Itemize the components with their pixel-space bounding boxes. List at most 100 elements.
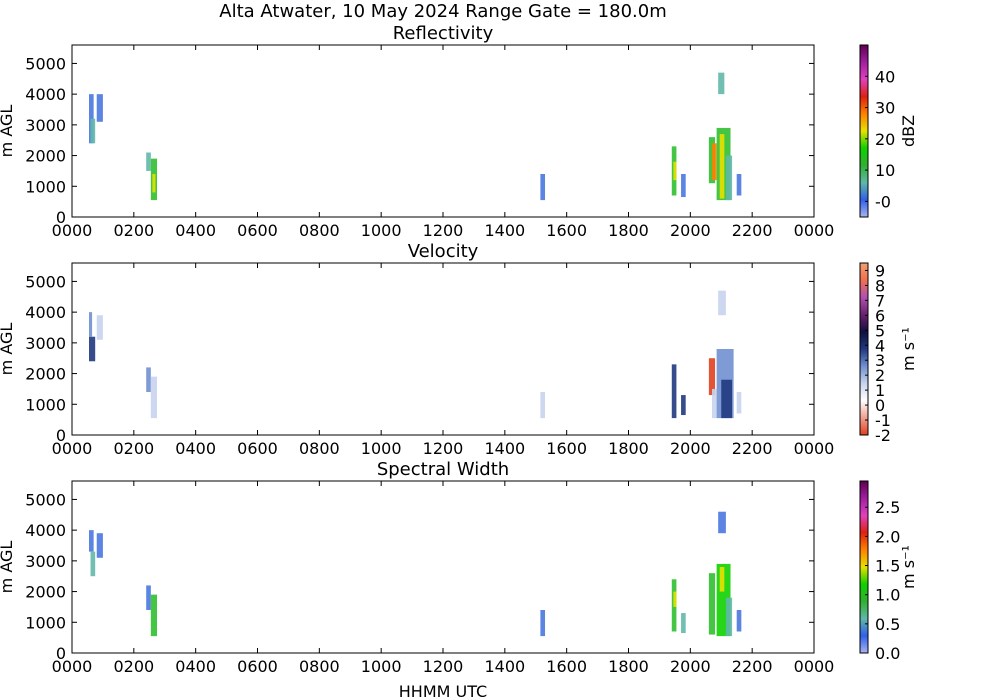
x-tick-label: 1400 [484,657,525,676]
y-tick-label: 4000 [25,303,66,322]
colorbar-tick-label: 4 [875,336,885,355]
colorbar [859,44,869,218]
x-tick-label: 1400 [484,439,525,458]
x-tick-label: 0000 [794,657,835,676]
echo-cell [708,358,716,396]
plot-frame [71,480,815,654]
y-tick-label: 2000 [25,583,66,602]
y-tick-label: 0 [56,208,66,227]
echo-cell [146,367,151,392]
y-tick-label: 4000 [25,85,66,104]
colorbar-tick-label: 0 [875,396,885,415]
colorbar-tick-label: 5 [875,321,885,340]
echo-cell [708,573,716,635]
echo-cell [150,594,158,637]
echo-cell [96,315,103,340]
x-tick-label: 0200 [113,221,154,240]
colorbar-tick-label: 10 [875,161,895,180]
x-tick-label: 0600 [237,657,278,676]
x-tick-label: 0000 [52,657,93,676]
x-tick-label: 0000 [794,439,835,458]
colorbar-label: m s⁻¹ [899,545,918,589]
echo-cell [96,533,103,558]
colorbar-label: m s⁻¹ [899,327,918,371]
y-tick-label: 1000 [25,177,66,196]
x-tick-label: 0400 [175,439,216,458]
echo-cell [681,174,686,198]
colorbar-tick-label: 0.0 [875,644,900,663]
plot-frame [71,262,815,436]
echo-cell [96,94,103,122]
x-tick-label: 2200 [732,439,773,458]
x-tick-label: 0200 [113,439,154,458]
echo-cell [711,388,717,419]
x-tick-label: 1800 [608,657,649,676]
y-tick-label: 0 [56,644,66,663]
y-tick-label: 1000 [25,613,66,632]
echo-cell [540,610,546,637]
x-tick-label: 1000 [361,221,402,240]
colorbar-tick-label: -2 [875,426,891,445]
colorbar-tick-label: 8 [875,276,885,295]
echo-cell [673,161,677,181]
y-tick-label: 2000 [25,147,66,166]
colorbar-tick-label: 40 [875,67,895,86]
echo-cell [736,174,742,196]
colorbar-tick-label: 1.0 [875,586,900,605]
x-axis-label: HHMM UTC [399,682,487,700]
colorbar-tick-label: 2.5 [875,498,900,517]
echo-cell [725,597,733,637]
colorbar-tick-label: 20 [875,130,895,149]
echo-cell [681,613,686,634]
echo-cell [540,392,546,419]
x-tick-label: 2000 [670,657,711,676]
echo-cell [90,118,96,144]
colorbar-tick-label: 1 [875,381,885,400]
x-tick-label: 0000 [52,439,93,458]
echo-cell [89,530,94,552]
echo-cell [89,312,93,337]
x-tick-label: 0600 [237,439,278,458]
y-tick-label: 0 [56,426,66,445]
panel-title: Velocity [408,241,479,262]
y-tick-label: 5000 [25,272,66,291]
x-tick-label: 2000 [670,439,711,458]
colorbar-tick-label: -0 [875,192,891,211]
echo-cell [146,585,151,610]
x-tick-label: 0600 [237,221,278,240]
echo-cell [150,376,158,419]
x-tick-label: 0800 [299,439,340,458]
x-tick-label: 2200 [732,657,773,676]
panel-title: Spectral Width [377,459,509,480]
x-tick-label: 0800 [299,657,340,676]
x-tick-label: 2200 [732,221,773,240]
y-tick-label: 3000 [25,116,66,135]
echo-cell [152,174,156,193]
colorbar [859,480,869,654]
x-tick-label: 1800 [608,221,649,240]
echo-cell [718,72,725,95]
echo-cell [721,379,733,419]
x-tick-label: 1000 [361,657,402,676]
panel-0: Reflectivity 0000 0200 0400 0600 0800 1000 1200… [0,23,918,240]
colorbar-tick-label: 0.5 [875,615,900,634]
x-tick-label: 1600 [546,657,587,676]
y-tick-label: 3000 [25,334,66,353]
panel-title: Reflectivity [393,23,494,44]
y-axis-label: m AGL [0,541,16,594]
y-tick-label: 5000 [25,54,66,73]
echo-cell [736,610,742,632]
x-tick-label: 0000 [794,221,835,240]
echo-cell [681,395,686,416]
echo-cell [718,511,726,534]
y-tick-label: 3000 [25,552,66,571]
colorbar-tick-label: 30 [875,99,895,118]
x-tick-label: 0400 [175,657,216,676]
echo-cell [719,567,725,592]
y-tick-label: 2000 [25,365,66,384]
echo-cell [725,155,733,201]
colorbar-tick-label: -1 [875,411,891,430]
echo-cell [146,152,151,171]
echo-cell [736,392,742,414]
